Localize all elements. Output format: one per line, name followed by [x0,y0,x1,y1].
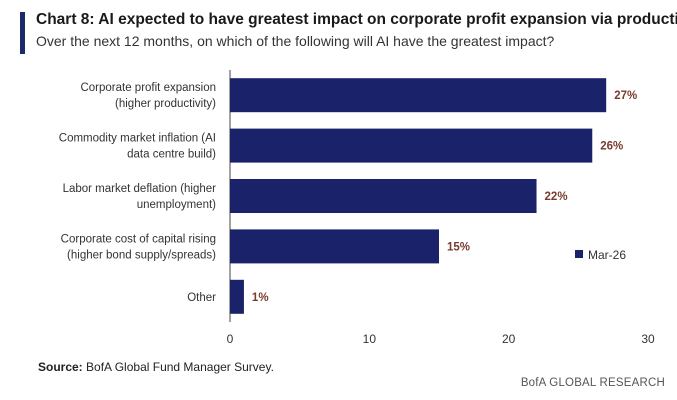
bar [230,128,593,163]
legend-swatch [575,250,583,258]
chart-title: Chart 8: AI expected to have greatest im… [36,11,677,28]
source-note: Source: BofA Global Fund Manager Survey. [38,360,274,374]
data-label: 26% [600,141,623,153]
category-label: Corporate profit expansion [80,82,216,94]
category-label: (higher productivity) [115,98,216,110]
data-label: 22% [545,191,568,203]
x-tick-label: 20 [502,332,516,346]
category-label: data centre build) [127,149,216,161]
title-accent-bar [20,12,25,54]
source-text: BofA Global Fund Manager Survey. [86,360,274,374]
source-label: Source: [38,360,83,374]
x-tick-label: 10 [363,332,377,346]
category-label: (higher bond supply/spreads) [67,249,216,261]
x-tick-label: 30 [641,332,655,346]
brand-footer: BofA GLOBAL RESEARCH [520,377,665,389]
data-label: 15% [447,241,470,253]
legend-label: Mar-26 [588,248,626,262]
category-label: Labor market deflation (higher [63,183,217,195]
bar [230,78,607,113]
bar [230,279,244,314]
category-label: unemployment) [137,199,216,211]
data-label: 1% [252,292,269,304]
chart-subtitle: Over the next 12 months, on which of the… [36,33,555,49]
data-label: 27% [614,90,637,102]
category-label: Corporate cost of capital rising [61,233,216,245]
bar [230,229,439,264]
category-label: Other [187,292,216,304]
category-label: Commodity market inflation (AI [59,133,216,145]
x-tick-label: 0 [227,332,234,346]
bar [230,179,537,213]
